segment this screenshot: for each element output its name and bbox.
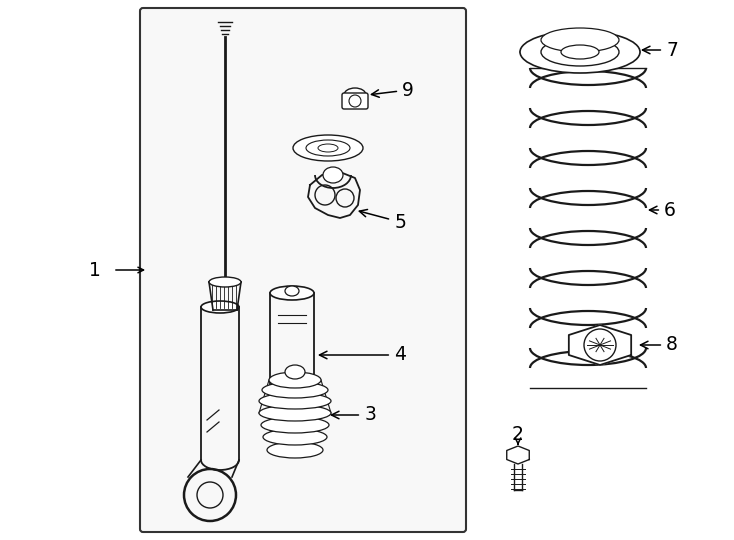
Text: 6: 6	[650, 200, 676, 219]
Ellipse shape	[270, 286, 314, 300]
Text: 7: 7	[642, 40, 678, 59]
Polygon shape	[569, 325, 631, 365]
Text: 1: 1	[89, 260, 101, 280]
Ellipse shape	[285, 286, 299, 296]
Ellipse shape	[520, 31, 640, 73]
Ellipse shape	[344, 88, 366, 102]
Ellipse shape	[209, 277, 241, 287]
Ellipse shape	[267, 442, 323, 458]
Ellipse shape	[259, 393, 331, 409]
Ellipse shape	[541, 28, 619, 52]
Ellipse shape	[541, 38, 619, 66]
Text: 3: 3	[332, 406, 376, 424]
Ellipse shape	[285, 365, 305, 379]
Ellipse shape	[261, 417, 329, 433]
Ellipse shape	[201, 301, 239, 313]
Ellipse shape	[259, 405, 331, 421]
Text: 8: 8	[641, 335, 678, 354]
Ellipse shape	[306, 140, 350, 156]
FancyBboxPatch shape	[140, 8, 466, 532]
FancyBboxPatch shape	[342, 93, 368, 109]
Polygon shape	[506, 446, 529, 464]
Text: 4: 4	[319, 346, 406, 365]
Ellipse shape	[263, 429, 327, 445]
Ellipse shape	[318, 144, 338, 152]
Text: 9: 9	[371, 80, 414, 99]
Text: 5: 5	[360, 210, 406, 232]
Ellipse shape	[323, 167, 343, 183]
Ellipse shape	[293, 135, 363, 161]
Ellipse shape	[561, 45, 599, 59]
Text: 2: 2	[512, 426, 524, 444]
Ellipse shape	[270, 424, 314, 436]
Ellipse shape	[262, 382, 328, 398]
Ellipse shape	[269, 372, 321, 388]
